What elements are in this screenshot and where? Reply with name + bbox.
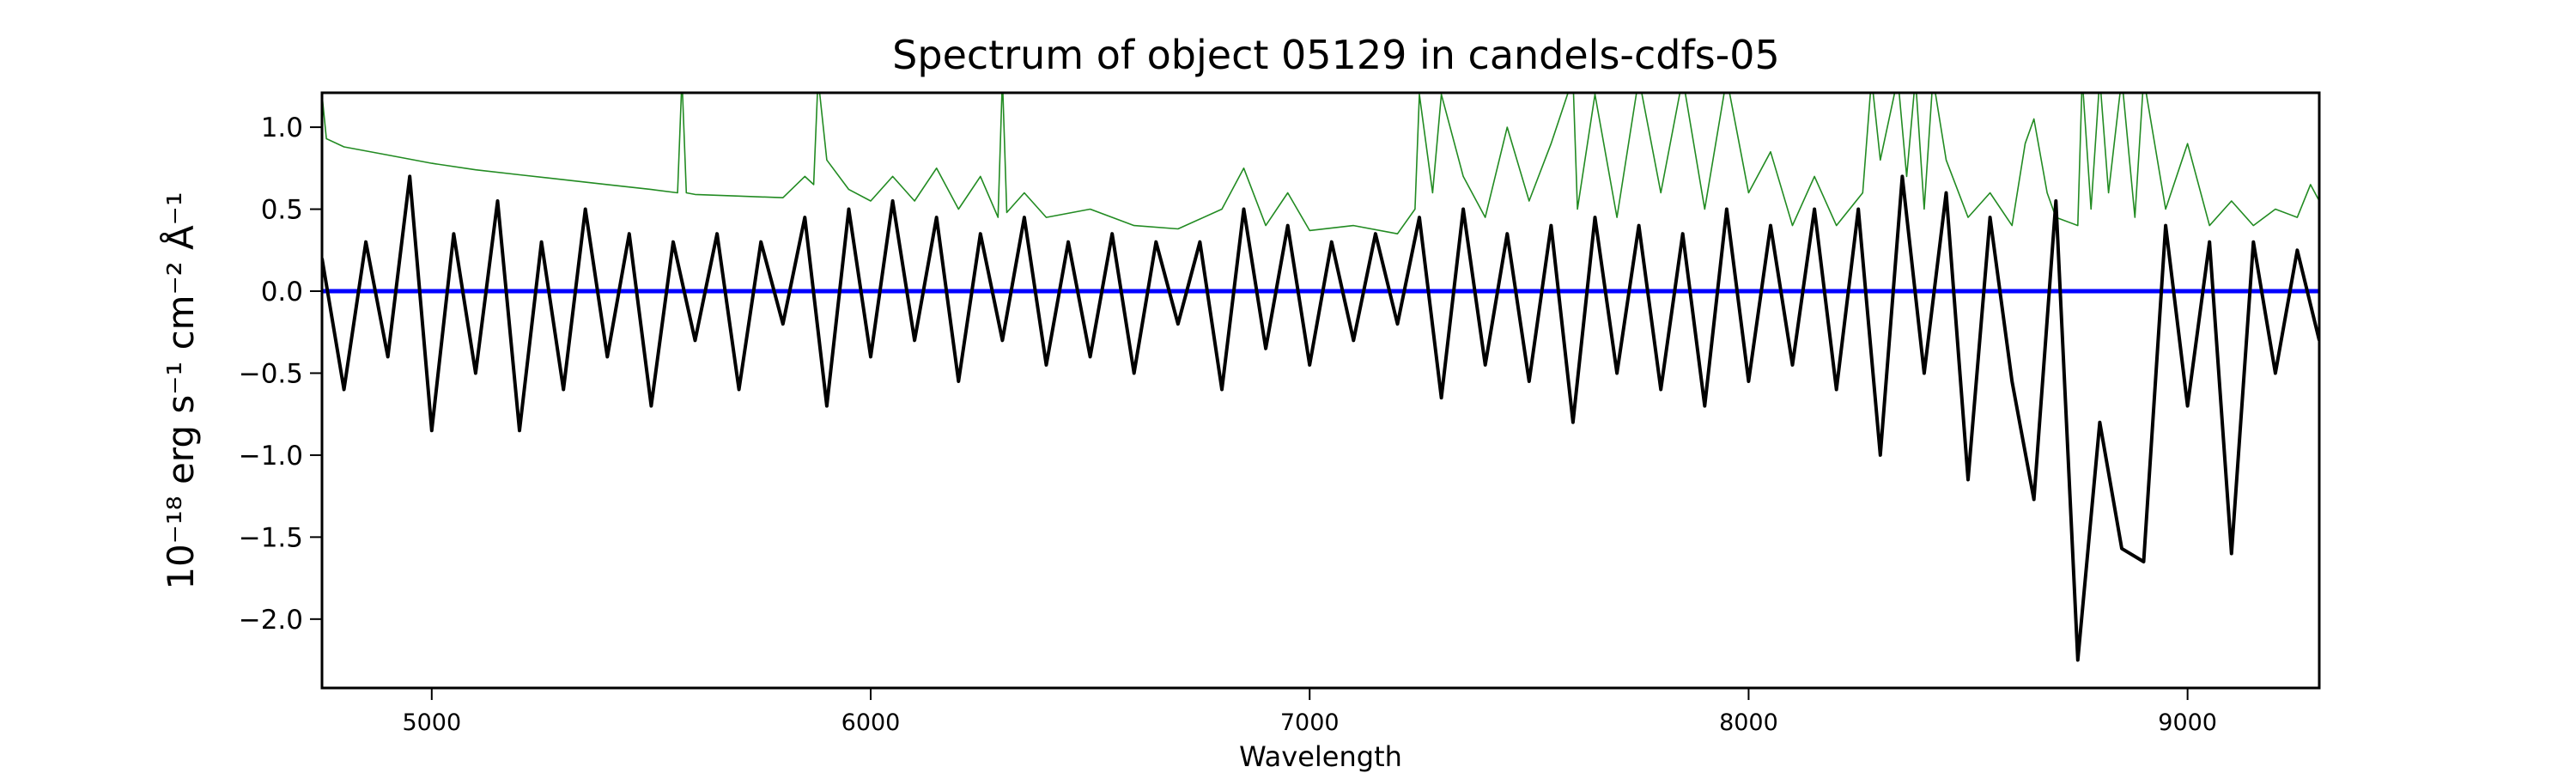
y-axis: 1.0 0.5 0.0 −0.5 −1.0 −1.5 −2.0 — [239, 113, 322, 636]
x-axis-label: Wavelength — [1239, 740, 1402, 773]
y-tick-label: −2.0 — [239, 605, 303, 636]
plot-frame — [320, 91, 2321, 690]
y-tick-label: 0.0 — [261, 277, 303, 307]
x-tick-label: 8000 — [1719, 709, 1778, 736]
series-layer — [322, 93, 2319, 662]
y-tick-label: 0.5 — [261, 195, 303, 226]
y-tick-label: 1.0 — [261, 113, 303, 143]
x-tick-label: 6000 — [841, 709, 901, 736]
chart-title: Spectrum of object 05129 in candels-cdfs… — [892, 32, 1780, 78]
error-line — [322, 93, 2319, 234]
flux-line — [322, 174, 2319, 662]
x-tick-label: 9000 — [2158, 709, 2217, 736]
y-tick-label: −1.0 — [239, 441, 303, 472]
y-axis-label: 10⁻¹⁸ erg s⁻¹ cm⁻² Å⁻¹ — [159, 192, 202, 589]
x-tick-label: 5000 — [402, 709, 461, 736]
y-tick-label: −1.5 — [239, 522, 303, 553]
x-tick-label: 7000 — [1280, 709, 1340, 736]
y-tick-label: −0.5 — [239, 358, 303, 389]
x-axis: 5000 6000 7000 8000 9000 — [402, 688, 2217, 736]
